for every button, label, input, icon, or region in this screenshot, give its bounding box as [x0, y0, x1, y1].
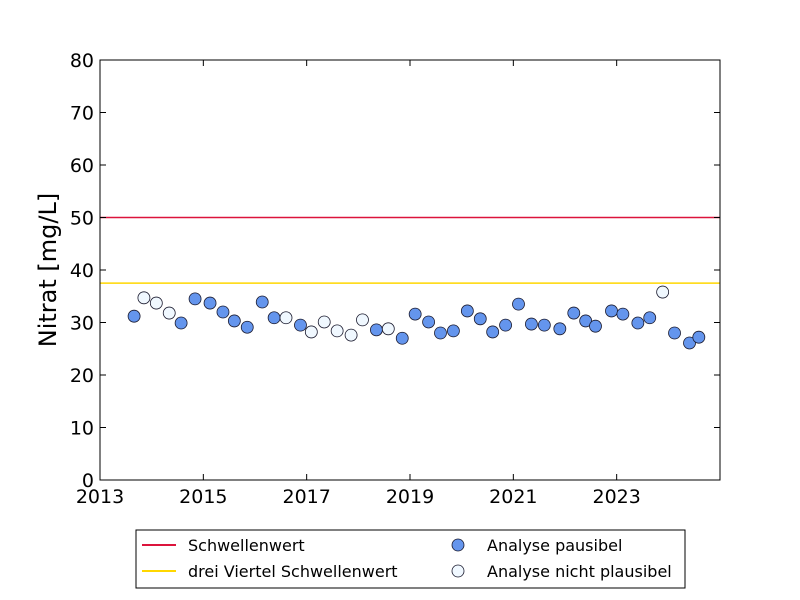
y-tick-label: 30	[70, 313, 94, 335]
point-plausible	[240, 320, 254, 334]
point-plausible	[579, 314, 593, 328]
point-plausible	[616, 307, 630, 321]
point-not-plausible	[656, 285, 670, 299]
plot-frame	[99, 59, 721, 481]
point-plausible	[174, 316, 188, 330]
x-tick-label: 2019	[386, 486, 434, 508]
y-axis-label: Nitrat [mg/L]	[34, 193, 62, 347]
y-tick-label: 70	[70, 103, 94, 125]
point-plausible	[499, 318, 512, 332]
point-plausible	[294, 318, 307, 332]
point-plausible	[446, 324, 460, 338]
point-plausible	[553, 322, 567, 336]
y-tick-label: 10	[70, 418, 94, 440]
point-plausible	[567, 306, 581, 320]
x-tick-label: 2017	[282, 486, 330, 508]
point-not-plausible	[162, 306, 176, 320]
point-plausible	[267, 311, 281, 325]
y-tick-label: 40	[70, 260, 94, 282]
x-tick-label: 2023	[592, 486, 640, 508]
point-plausible	[525, 317, 538, 331]
y-tick-label: 80	[70, 50, 94, 72]
point-not-plausible	[279, 311, 293, 325]
point-plausible	[683, 336, 696, 350]
point-not-plausible	[330, 324, 344, 338]
y-tick-label: 50	[70, 208, 94, 230]
point-plausible	[203, 296, 217, 310]
y-tick-label: 60	[70, 155, 94, 177]
x-tick-label: 2013	[76, 486, 124, 508]
point-plausible	[395, 331, 409, 345]
x-tick-label: 2015	[179, 486, 227, 508]
point-not-plausible	[137, 291, 151, 305]
point-not-plausible	[304, 325, 318, 339]
point-plausible	[486, 325, 500, 339]
y-tick-label: 20	[70, 365, 94, 387]
point-plausible	[408, 307, 422, 321]
point-plausible	[668, 326, 681, 340]
point-plausible	[589, 319, 602, 333]
point-not-plausible	[344, 328, 358, 342]
point-plausible	[512, 297, 525, 311]
point-plausible	[692, 330, 706, 344]
point-not-plausible	[381, 322, 395, 336]
point-plausible	[460, 304, 474, 318]
legend-label: drei Viertel Schwellenwert	[188, 562, 398, 581]
point-not-plausible	[356, 313, 369, 327]
point-not-plausible	[149, 296, 163, 310]
point-plausible	[255, 295, 269, 309]
point-plausible	[127, 309, 141, 323]
point-plausible	[227, 314, 241, 328]
point-plausible	[605, 304, 618, 318]
point-plausible	[434, 326, 447, 340]
legend-marker	[451, 564, 465, 578]
legend-marker	[451, 538, 465, 552]
point-not-plausible	[317, 315, 331, 329]
point-plausible	[370, 323, 383, 337]
point-plausible	[631, 316, 645, 330]
legend-label: Analyse nicht plausibel	[487, 562, 672, 581]
point-plausible	[537, 318, 551, 332]
x-tick-label: 2021	[489, 486, 537, 508]
point-plausible	[216, 305, 230, 319]
point-plausible	[422, 315, 436, 329]
point-plausible	[188, 292, 202, 306]
point-plausible	[473, 312, 487, 326]
point-plausible	[643, 311, 657, 325]
legend-label: Schwellenwert	[188, 536, 305, 555]
y-tick-label: 0	[82, 470, 94, 492]
legend: Schwellenwert drei Viertel Schwellenwert A…	[135, 529, 686, 589]
legend-label: Analyse pausibel	[487, 536, 622, 555]
